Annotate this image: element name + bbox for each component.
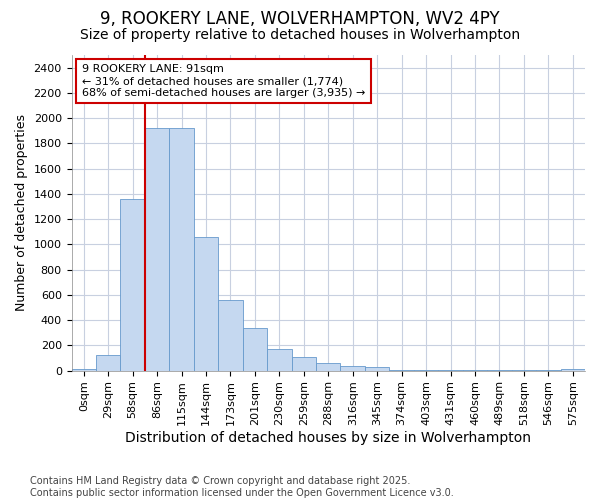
Bar xyxy=(365,367,389,370)
Bar xyxy=(96,355,121,370)
Bar xyxy=(292,356,316,370)
Text: Contains HM Land Registry data © Crown copyright and database right 2025.
Contai: Contains HM Land Registry data © Crown c… xyxy=(30,476,454,498)
Bar xyxy=(169,128,194,370)
X-axis label: Distribution of detached houses by size in Wolverhampton: Distribution of detached houses by size … xyxy=(125,431,531,445)
Bar xyxy=(145,128,169,370)
Bar xyxy=(121,199,145,370)
Bar xyxy=(340,366,365,370)
Bar xyxy=(194,238,218,370)
Text: 9, ROOKERY LANE, WOLVERHAMPTON, WV2 4PY: 9, ROOKERY LANE, WOLVERHAMPTON, WV2 4PY xyxy=(100,10,500,28)
Text: Size of property relative to detached houses in Wolverhampton: Size of property relative to detached ho… xyxy=(80,28,520,42)
Bar xyxy=(267,349,292,370)
Bar xyxy=(242,328,267,370)
Y-axis label: Number of detached properties: Number of detached properties xyxy=(15,114,28,312)
Bar xyxy=(316,363,340,370)
Bar xyxy=(218,300,242,370)
Text: 9 ROOKERY LANE: 91sqm
← 31% of detached houses are smaller (1,774)
68% of semi-d: 9 ROOKERY LANE: 91sqm ← 31% of detached … xyxy=(82,64,365,98)
